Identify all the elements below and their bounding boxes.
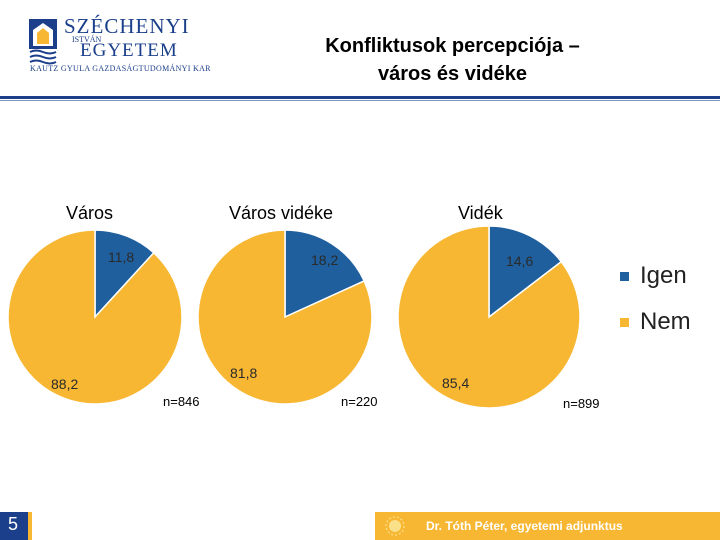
data-label-varos-igen: 11,8 xyxy=(108,249,135,265)
pie-title-videk: Vidék xyxy=(458,203,503,223)
pie-slice-varos-igen xyxy=(94,229,155,319)
page-number-box xyxy=(0,512,32,540)
page-number-accent xyxy=(28,512,32,540)
pie-slice-varos-nem xyxy=(7,229,183,405)
university-emblem-icon xyxy=(29,19,57,65)
n-label-varos-videke: n=220 xyxy=(341,394,378,409)
data-label-videk-nem: 85,4 xyxy=(442,375,470,391)
data-label-varos-videke-nem: 81,8 xyxy=(230,365,258,381)
header-divider-thin xyxy=(0,100,720,101)
pie-slice-videk-igen xyxy=(488,225,563,319)
pie-title-varos: Város xyxy=(66,203,114,223)
university-logo: SZÉCHENYI ISTVÁN EGYETEM KAUTZ GYULA GAZ… xyxy=(28,14,223,78)
legend-swatch-nem xyxy=(620,318,629,327)
legend-item-nem: Nem xyxy=(620,308,715,338)
n-label-varos: n=846 xyxy=(163,394,200,409)
data-label-varos-videke-igen: 18,2 xyxy=(311,252,339,268)
header-divider xyxy=(0,96,720,99)
data-label-varos-nem: 88,2 xyxy=(51,376,79,392)
slide-title-line2: város és vidéke xyxy=(378,63,527,85)
legend-label-nem: Nem xyxy=(640,308,691,335)
slide-title: Konfliktusok percepciója – város és vidé… xyxy=(280,32,625,88)
page-number: 5 xyxy=(7,514,18,534)
logo-name-line2: ISTVÁN xyxy=(72,35,102,44)
pie-slice-videk-nem xyxy=(397,225,581,409)
data-label-videk-igen: 14,6 xyxy=(506,253,534,269)
legend-label-igen: Igen xyxy=(640,262,687,289)
logo-name-line1: SZÉCHENYI xyxy=(64,14,190,38)
legend-item-igen: Igen xyxy=(620,262,715,292)
legend-swatch-igen xyxy=(620,272,629,281)
pie-slice-varos-videke-igen xyxy=(284,229,366,319)
footer-author: Dr. Tóth Péter, egyetemi adjunktus xyxy=(426,519,623,533)
slide-title-line1: Konfliktusok percepciója – xyxy=(325,35,580,57)
logo-subtitle: KAUTZ GYULA GAZDASÁGTUDOMÁNYI KAR xyxy=(30,64,211,73)
pie-group xyxy=(7,225,581,409)
footer-bar xyxy=(375,512,720,540)
pie-slice-varos-videke-nem xyxy=(197,229,373,405)
logo-name-line3: EGYETEM xyxy=(80,40,178,61)
n-label-videk: n=899 xyxy=(563,396,600,411)
pie-title-varos-videke: Város vidéke xyxy=(229,203,334,223)
sun-icon xyxy=(385,516,405,536)
